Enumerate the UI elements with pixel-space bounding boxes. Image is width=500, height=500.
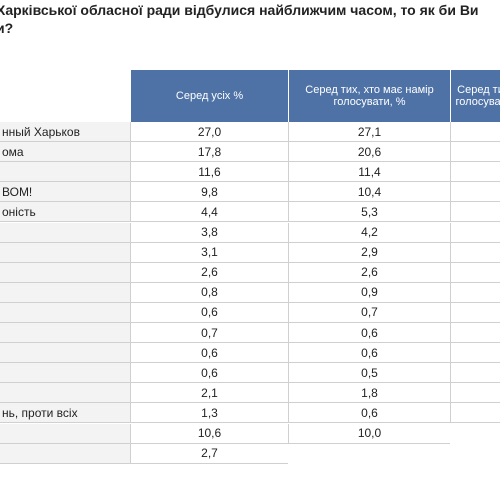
header-line: Серед ти [457,84,500,96]
row-label: нь, проти всіх [0,403,130,424]
row-label [0,383,130,404]
table-cell [450,222,500,243]
table-cell [450,122,500,143]
table-cell: 11,6 [130,162,288,183]
table-cell [288,444,450,464]
table-cell: 0,9 [288,282,450,303]
row-label [0,262,130,283]
table-cell: 10,0 [288,423,450,444]
table-cell [450,343,500,364]
table-cell [450,202,500,223]
row-label: ома [0,142,130,163]
table-cell: 3,1 [130,242,288,263]
row-label [0,343,130,364]
row-label: ВОМ! [0,182,130,203]
header-line: голосуват [455,96,500,108]
row-label [0,323,130,344]
table-cell: 0,6 [130,363,288,384]
table-cell: 10,4 [288,182,450,203]
row-label [0,423,130,444]
column-header: Серед усіх % [130,70,288,122]
table-cell [450,302,500,323]
table-cell: 4,2 [288,222,450,243]
table-cell [450,363,500,384]
row-label: нный Харьков [0,122,130,143]
table-cell: 2,9 [288,242,450,263]
table-cell: 0,6 [288,343,450,364]
row-label [0,282,130,303]
table-cell: 9,8 [130,182,288,203]
table-cell [450,182,500,203]
table-cell [450,142,500,163]
table-cell: 0,5 [288,363,450,384]
title-line: и? [0,20,14,36]
table-cell: 4,4 [130,202,288,223]
header-line: голосувати, % [333,96,406,108]
row-label [0,242,130,263]
table-cell: 27,0 [130,122,288,143]
column-header: Серед тиголосуват [450,70,500,122]
title-line: Харківської обласної ради відбулися найб… [0,2,479,18]
table-cell [450,403,500,424]
table-cell [450,282,500,303]
table-cell: 0,7 [130,323,288,344]
table-cell: 11,4 [288,162,450,183]
table-cell: 2,1 [130,383,288,404]
table-cell: 2,6 [130,262,288,283]
table-cell: 1,8 [288,383,450,404]
table-cell: 17,8 [130,142,288,163]
table-cell: 0,6 [288,323,450,344]
header-line: Серед усіх % [175,90,244,102]
row-label [0,443,130,464]
table-cell [450,162,500,183]
table-cell: 3,8 [130,222,288,243]
table-cell: 2,7 [130,443,288,464]
table-cell: 1,3 [130,403,288,424]
table-cell: 10,6 [130,423,288,444]
table-cell: 0,8 [130,282,288,303]
table-cell: 20,6 [288,142,450,163]
row-label [0,363,130,384]
row-label [0,162,130,183]
table-cell: 0,6 [130,343,288,364]
row-label: оність [0,202,130,223]
row-label [0,302,130,323]
table-cell [450,323,500,344]
table-cell [450,242,500,263]
table-cell: 0,6 [130,302,288,323]
table-cell [450,262,500,283]
column-header: Серед тих, хто має намір голосувати, % [288,70,450,122]
table-cell: 0,7 [288,302,450,323]
table-cell: 5,3 [288,202,450,223]
table-cell: 2,6 [288,262,450,283]
table-cell [450,383,500,404]
table-cell: 27,1 [288,122,450,143]
table-cell: 0,6 [288,403,450,424]
header-line: Серед тих, хто має намір [305,84,434,96]
row-label [0,222,130,243]
